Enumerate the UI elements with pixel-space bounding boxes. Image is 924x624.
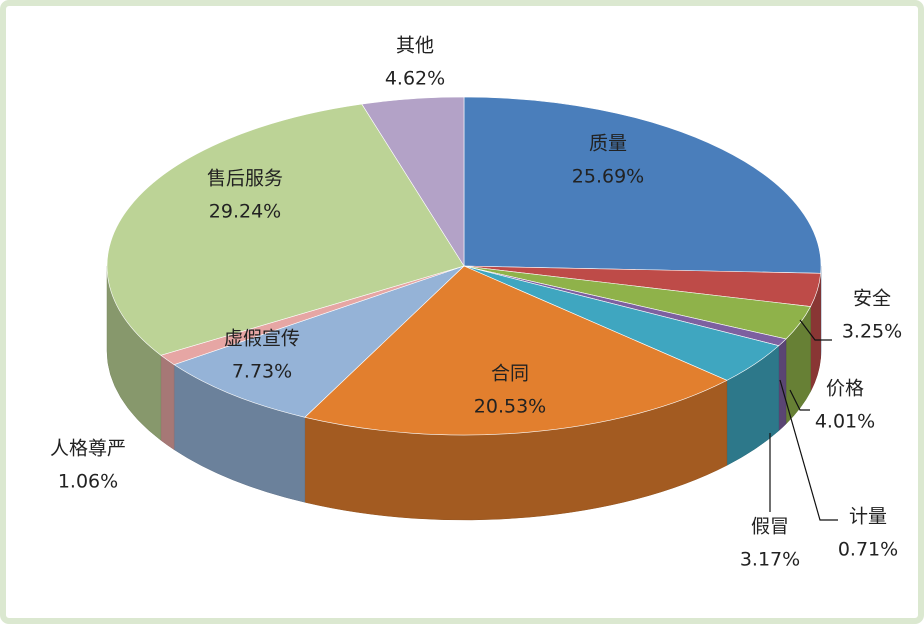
slice-side [160,354,175,451]
slice-value: 25.69% [572,166,644,188]
slice-value: 3.25% [842,321,902,343]
slice-label: 其他 [396,35,434,57]
slice-label: 合同 [491,363,529,385]
slice-value: 1.06% [58,471,118,493]
slice-value: 29.24% [209,201,281,223]
slice-label: 安全 [853,288,891,310]
slice-label: 价格 [826,378,864,400]
slice-label: 售后服务 [207,168,283,190]
leader-line [779,379,838,521]
slice-label: 质量 [589,133,627,155]
slice [463,96,822,274]
slice [304,265,728,436]
slice-value: 20.53% [474,396,546,418]
slice [361,96,465,268]
slice [173,265,465,418]
slice-label: 虚假宣传 [224,328,300,350]
slice-label: 人格尊严 [50,438,126,460]
slice-value: 4.01% [815,411,875,433]
slice-value: 0.71% [838,539,898,561]
slice-label: 计量 [849,506,887,528]
slice-value: 7.73% [232,361,292,383]
leader-line [799,319,832,341]
slice-value: 4.62% [385,68,445,90]
slice-side [778,338,787,432]
slice-value: 3.17% [740,549,800,571]
slice [106,103,465,356]
leader-line [789,389,810,411]
slice-label: 假冒 [751,516,789,538]
